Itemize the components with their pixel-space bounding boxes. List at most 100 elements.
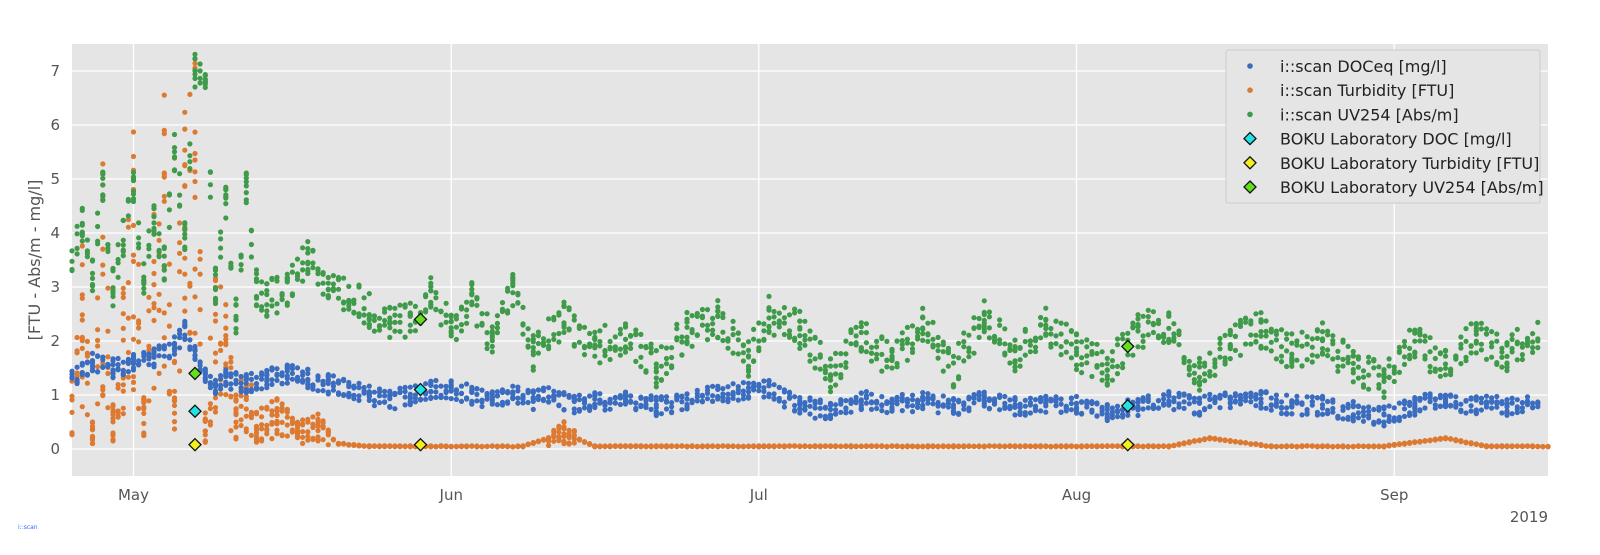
data-point (458, 383, 465, 389)
data-point (704, 384, 711, 390)
data-point (171, 167, 178, 173)
data-point (130, 374, 137, 380)
data-point (243, 373, 249, 379)
data-point (920, 305, 926, 311)
data-point (1068, 400, 1074, 407)
data-point (751, 384, 757, 390)
data-point (1458, 401, 1464, 407)
data-point (1104, 355, 1110, 361)
data-point (1079, 399, 1085, 405)
data-point (638, 343, 644, 349)
data-point (745, 394, 752, 400)
data-point (212, 359, 219, 365)
data-point (1535, 443, 1541, 450)
data-point (1473, 338, 1479, 344)
y-tick-label: 1 (50, 386, 60, 404)
data-point (171, 347, 178, 354)
data-point (212, 311, 219, 317)
data-point (566, 441, 572, 447)
data-point (920, 315, 926, 321)
data-point (182, 318, 188, 324)
data-point (853, 333, 859, 339)
data-point (499, 300, 506, 306)
data-point (792, 394, 798, 400)
data-point (1043, 305, 1049, 311)
data-point (1299, 329, 1305, 335)
data-point (833, 350, 839, 356)
data-point (1314, 395, 1320, 401)
data-point (120, 388, 126, 394)
data-point (464, 320, 470, 326)
data-point (238, 393, 244, 399)
data-point (1012, 360, 1018, 366)
data-point (1366, 359, 1372, 365)
data-point (735, 397, 741, 403)
data-point (1002, 405, 1008, 411)
data-point (407, 384, 413, 390)
data-point (228, 393, 234, 399)
data-point (684, 324, 690, 330)
data-point (1530, 404, 1536, 411)
data-point (720, 386, 726, 392)
data-point (274, 377, 280, 383)
data-point (1417, 326, 1423, 332)
data-point (853, 324, 859, 330)
data-point (848, 329, 854, 336)
data-point (827, 356, 834, 362)
data-point (1196, 395, 1203, 401)
data-point (1104, 411, 1110, 417)
data-point (1058, 409, 1064, 415)
data-point (1535, 336, 1541, 342)
data-point (735, 337, 741, 343)
data-point (253, 430, 260, 436)
data-point (858, 324, 864, 330)
data-point (264, 404, 270, 410)
data-point (899, 398, 905, 404)
data-point (1299, 363, 1305, 369)
data-point (966, 349, 972, 355)
data-point (1007, 443, 1013, 449)
data-point (284, 433, 290, 439)
data-point (187, 159, 193, 165)
data-point (771, 382, 777, 388)
data-point (622, 401, 629, 407)
data-point (228, 371, 234, 377)
data-point (1161, 334, 1167, 340)
data-point (479, 311, 485, 317)
data-point (284, 414, 290, 420)
data-point (1355, 403, 1361, 409)
data-point (1012, 337, 1018, 343)
data-point (259, 376, 265, 382)
data-point (238, 373, 244, 380)
data-point (269, 381, 275, 387)
data-point (679, 443, 685, 449)
data-point (218, 386, 224, 392)
data-point (766, 378, 772, 384)
data-point (961, 339, 967, 345)
data-point (300, 421, 306, 427)
data-point (592, 401, 598, 407)
data-point (382, 322, 388, 328)
data-point (817, 339, 823, 345)
data-point (1412, 330, 1418, 336)
data-point (679, 334, 685, 340)
data-point (146, 228, 152, 234)
data-point (786, 328, 793, 334)
data-point (1196, 355, 1203, 361)
data-point (253, 271, 260, 277)
data-point (248, 382, 254, 388)
data-point (464, 443, 470, 449)
legend-box (1225, 49, 1541, 204)
data-point (341, 275, 347, 281)
data-point (556, 390, 562, 396)
data-point (89, 419, 96, 425)
data-point (1396, 414, 1402, 420)
data-point (689, 329, 695, 336)
data-point (915, 443, 921, 449)
data-point (1135, 328, 1141, 334)
data-point (182, 235, 188, 241)
data-point (1017, 404, 1023, 411)
data-point (243, 179, 249, 185)
data-point (1053, 396, 1059, 402)
data-point (981, 392, 987, 398)
